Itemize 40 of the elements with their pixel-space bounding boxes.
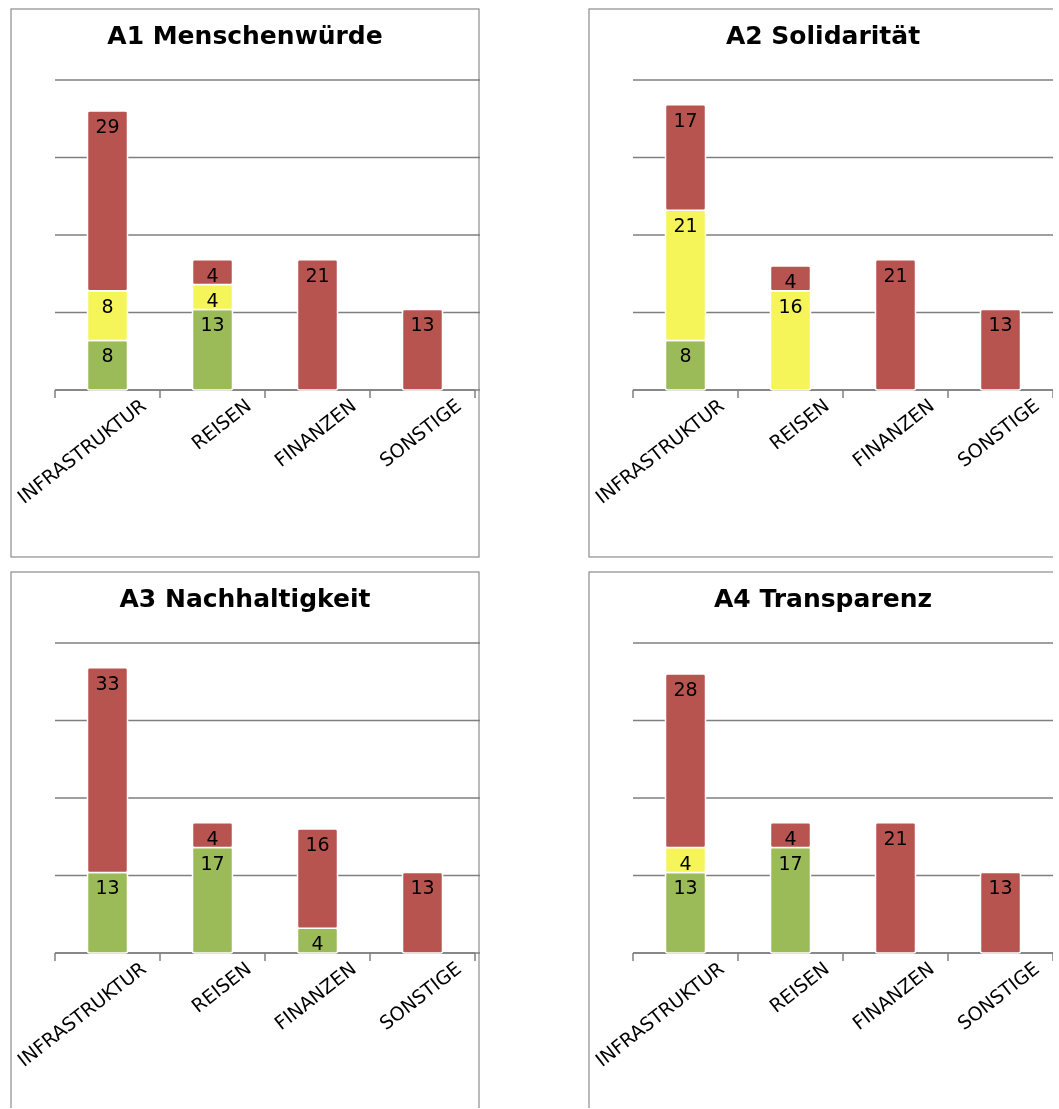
data-label: 4 <box>206 826 219 849</box>
data-label: 4 <box>784 270 797 292</box>
data-label: 4 <box>311 932 324 955</box>
bar <box>979 308 1022 391</box>
data-label: 16 <box>305 833 330 855</box>
data-label: 29 <box>95 115 120 137</box>
chart-title: A4 Transparenz <box>713 584 933 613</box>
bar <box>979 871 1022 954</box>
data-label: 21 <box>305 263 330 286</box>
data-label: 13 <box>673 876 698 899</box>
data-label: 13 <box>988 313 1013 336</box>
bar <box>874 822 917 954</box>
data-label: 28 <box>673 678 698 700</box>
data-label: 8 <box>101 344 114 367</box>
data-label: 17 <box>673 108 698 131</box>
data-label: 13 <box>200 313 225 336</box>
data-label: 21 <box>673 214 698 237</box>
data-label: 8 <box>101 294 114 317</box>
data-label: 17 <box>200 851 225 874</box>
data-label: 4 <box>206 263 219 286</box>
bar <box>401 308 444 391</box>
data-label: 4 <box>784 826 797 849</box>
data-label: 13 <box>95 876 120 899</box>
data-label: 4 <box>206 288 219 311</box>
data-label: 21 <box>883 263 908 286</box>
data-label: 4 <box>679 851 692 874</box>
data-label: 13 <box>410 876 435 899</box>
data-label: 8 <box>679 344 692 367</box>
data-label: 33 <box>95 671 120 694</box>
data-label: 21 <box>883 826 908 849</box>
bar <box>296 259 339 391</box>
chart-title: A2 Solidarität <box>725 21 921 50</box>
data-label: 13 <box>988 876 1013 899</box>
bar <box>401 871 444 954</box>
chart-title: A3 Nachhaltigkeit <box>119 584 371 613</box>
data-label: 16 <box>778 294 803 317</box>
bar <box>874 259 917 391</box>
data-label: 17 <box>778 851 803 874</box>
data-label: 13 <box>410 313 435 336</box>
chart-title: A1 Menschenwürde <box>107 21 383 50</box>
